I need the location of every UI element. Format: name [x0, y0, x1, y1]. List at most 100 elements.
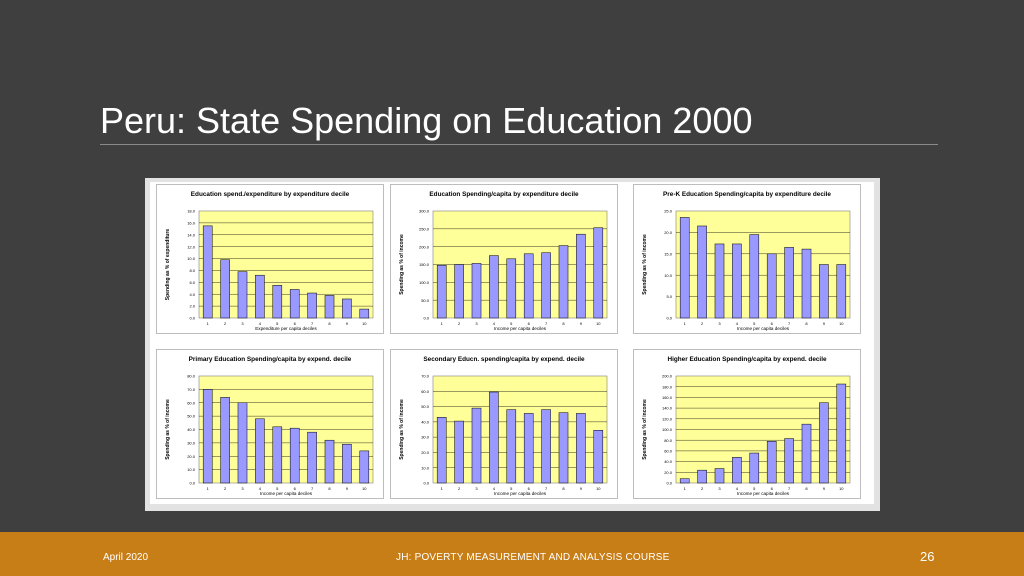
- bar: [558, 412, 569, 484]
- bar: [489, 391, 499, 484]
- bar: [541, 252, 551, 319]
- bar: [220, 397, 230, 484]
- y-tick-label: 250.0: [419, 226, 430, 231]
- chart-prek-spending-capita: Pre-K Education Spending/capita by expen…: [633, 184, 861, 334]
- x-tick-label: 9: [580, 486, 583, 491]
- chart-svg: Pre-K Education Spending/capita by expen…: [642, 191, 851, 331]
- x-tick-label: 7: [788, 321, 791, 326]
- x-tick-label: 5: [276, 486, 279, 491]
- x-tick-label: 2: [224, 321, 227, 326]
- bar: [593, 430, 604, 484]
- bar: [289, 289, 300, 319]
- x-tick-label: 3: [241, 486, 244, 491]
- y-tick-label: 60.0: [421, 389, 430, 394]
- chart-title: Education Spending/capita by expenditure…: [429, 191, 579, 198]
- title-divider: [100, 144, 938, 145]
- bar: [523, 413, 534, 484]
- y-tick-label: 180.0: [662, 384, 673, 389]
- chart-title: Education spend./expenditure by expendit…: [191, 191, 350, 198]
- x-tick-label: 5: [753, 321, 756, 326]
- x-tick-label: 10: [839, 321, 844, 326]
- y-tick-label: 0.0: [666, 481, 672, 486]
- bar: [784, 247, 794, 319]
- bar: [307, 292, 317, 319]
- x-tick-label: 1: [684, 486, 687, 491]
- bar: [819, 264, 829, 319]
- chart-title: Primary Education Spending/capita by exp…: [189, 356, 352, 363]
- bar: [272, 285, 283, 319]
- footer-date: April 2020: [103, 552, 149, 563]
- bar: [576, 233, 586, 319]
- bar: [289, 427, 300, 484]
- y-tick-label: 100.0: [662, 427, 673, 432]
- slide-title: Peru: State Spending on Education 2000: [100, 100, 753, 141]
- x-tick-label: 7: [788, 486, 791, 491]
- y-tick-label: 200.0: [419, 244, 430, 249]
- y-tick-label: 0.0: [189, 316, 195, 321]
- y-tick-label: 0.0: [666, 316, 672, 321]
- bar: [324, 295, 335, 319]
- bar: [471, 263, 482, 319]
- y-tick-label: 40.0: [187, 427, 196, 432]
- y-axis-label: Spending as % of income: [165, 399, 171, 460]
- bar: [359, 308, 370, 319]
- y-tick-label: 20.0: [421, 450, 430, 455]
- chart-title: Secondary Educn. spending/capita by expe…: [423, 356, 585, 363]
- chart-svg: Education Spending/capita by expenditure…: [399, 191, 608, 331]
- y-axis-label: Spending as % of income: [399, 234, 405, 295]
- x-axis-label: Income per capita deciles: [494, 491, 547, 496]
- x-tick-label: 8: [328, 486, 331, 491]
- x-tick-label: 9: [823, 321, 826, 326]
- x-tick-label: 1: [207, 321, 210, 326]
- bar: [749, 452, 760, 484]
- y-tick-label: 14.0: [187, 232, 196, 237]
- chart-higher-spending-capita: Higher Education Spending/capita by expe…: [633, 349, 861, 499]
- footer-course: JH: POVERTY MEASUREMENT AND ANALYSIS COU…: [396, 552, 670, 563]
- chart-education-spending-capita: Education Spending/capita by expenditure…: [390, 184, 618, 334]
- y-tick-label: 2.0: [189, 304, 195, 309]
- y-tick-label: 8.0: [189, 268, 195, 273]
- x-tick-label: 5: [510, 486, 513, 491]
- x-tick-label: 7: [311, 486, 314, 491]
- chart-secondary-spending-capita: Secondary Educn. spending/capita by expe…: [390, 349, 618, 499]
- y-tick-label: 40.0: [664, 459, 673, 464]
- y-tick-label: 16.0: [187, 220, 196, 225]
- y-axis-label: Spending as % of income: [399, 399, 405, 460]
- x-tick-label: 9: [580, 321, 583, 326]
- bar: [697, 225, 707, 319]
- y-tick-label: 150.0: [419, 262, 430, 267]
- chart-title: Pre-K Education Spending/capita by expen…: [663, 191, 831, 198]
- chart-svg: Higher Education Spending/capita by expe…: [642, 356, 851, 496]
- chart-title: Higher Education Spending/capita by expe…: [667, 356, 827, 363]
- y-tick-label: 6.0: [189, 280, 195, 285]
- x-tick-label: 8: [562, 321, 565, 326]
- y-tick-label: 30.0: [421, 435, 430, 440]
- y-tick-label: 20.0: [187, 454, 196, 459]
- y-tick-label: 50.0: [187, 414, 196, 419]
- x-tick-label: 3: [241, 321, 244, 326]
- y-tick-label: 80.0: [187, 374, 196, 379]
- bar: [359, 450, 370, 484]
- x-tick-label: 9: [823, 486, 826, 491]
- x-tick-label: 7: [545, 321, 548, 326]
- bar: [558, 245, 569, 319]
- bar: [697, 469, 707, 484]
- x-tick-label: 10: [839, 486, 844, 491]
- y-tick-label: 40.0: [421, 419, 430, 424]
- x-tick-label: 7: [545, 486, 548, 491]
- bar: [576, 413, 586, 484]
- bar: [324, 439, 335, 484]
- x-tick-label: 6: [294, 486, 297, 491]
- x-tick-label: 5: [276, 321, 279, 326]
- bar: [202, 225, 213, 319]
- x-tick-label: 1: [441, 321, 444, 326]
- bar: [732, 243, 742, 319]
- y-tick-label: 18.0: [187, 209, 196, 214]
- x-tick-label: 1: [207, 486, 210, 491]
- x-axis-label: Income per capita deciles: [494, 326, 547, 331]
- x-tick-label: 6: [771, 321, 774, 326]
- x-tick-label: 4: [493, 486, 496, 491]
- x-tick-label: 5: [753, 486, 756, 491]
- x-tick-label: 1: [684, 321, 687, 326]
- y-tick-label: 100.0: [419, 280, 430, 285]
